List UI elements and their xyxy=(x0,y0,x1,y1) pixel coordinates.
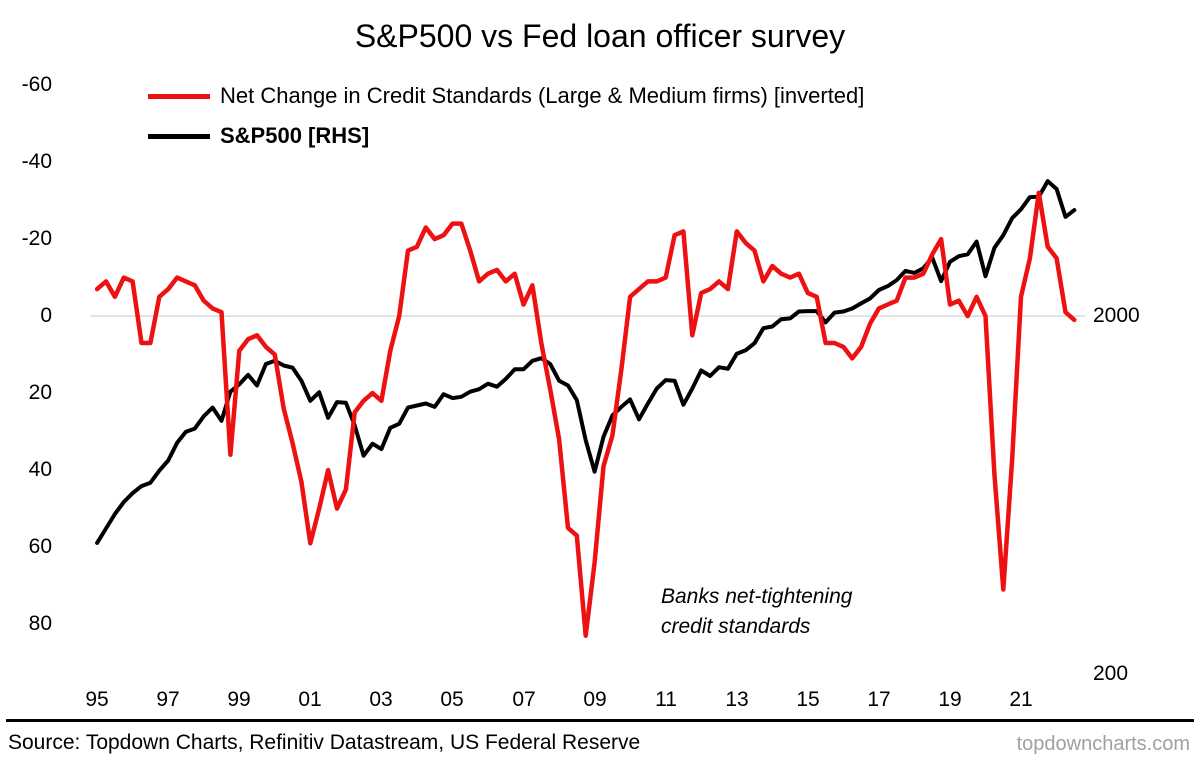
x-axis-tick-label: 97 xyxy=(156,688,180,711)
chart-annotation: Banks net-tightening credit standards xyxy=(661,585,853,639)
credit-standards-line xyxy=(94,190,1077,638)
left-axis-tick-label: -40 xyxy=(21,150,52,173)
x-axis-tick-label: 09 xyxy=(583,688,607,711)
left-axis-tick-label: 0 xyxy=(40,304,52,327)
legend-label-credit-standards: Net Change in Credit Standards (Large & … xyxy=(220,83,865,108)
legend-item-sp500: S&P500 [RHS] xyxy=(148,116,864,156)
footer-divider xyxy=(6,719,1194,722)
chart-title: S&P500 vs Fed loan officer survey xyxy=(354,18,846,54)
left-axis-tick-label: 40 xyxy=(28,458,52,481)
legend-swatch-red-line xyxy=(148,93,210,99)
x-axis-tick-label: 11 xyxy=(655,688,677,711)
sp500-line xyxy=(95,179,1077,545)
legend-label-sp500: S&P500 [RHS] xyxy=(220,123,370,148)
legend-swatch-black-line xyxy=(148,133,210,139)
x-axis-tick-label: 07 xyxy=(512,688,536,711)
x-axis-tick-label: 21 xyxy=(1009,688,1033,711)
left-axis-tick-label: 60 xyxy=(28,535,52,558)
left-axis-tick-label: -20 xyxy=(21,227,52,250)
x-axis-tick-label: 19 xyxy=(938,688,962,711)
x-axis-tick-label: 03 xyxy=(369,688,393,711)
source-caption: Source: Topdown Charts, Refinitiv Datast… xyxy=(8,731,641,754)
x-axis-tick-label: 17 xyxy=(867,688,891,711)
right-axis-tick-label: 2000 xyxy=(1093,304,1140,327)
x-axis-tick-label: 99 xyxy=(227,688,251,711)
left-axis-tick-label: 80 xyxy=(28,612,52,635)
x-axis-tick-label: 05 xyxy=(440,688,464,711)
watermark: topdowncharts.com xyxy=(1016,733,1190,755)
x-axis-tick-label: 13 xyxy=(725,688,749,711)
x-axis-tick-label: 95 xyxy=(85,688,109,711)
left-axis-tick-label: 20 xyxy=(28,381,52,404)
chart-legend: Net Change in Credit Standards (Large & … xyxy=(148,76,864,156)
left-axis-tick-label: -60 xyxy=(21,73,52,96)
x-axis-tick-label: 01 xyxy=(298,688,322,711)
x-axis-tick-label: 15 xyxy=(796,688,820,711)
legend-item-credit-standards: Net Change in Credit Standards (Large & … xyxy=(148,76,864,116)
right-axis-tick-label: 200 xyxy=(1093,662,1129,685)
